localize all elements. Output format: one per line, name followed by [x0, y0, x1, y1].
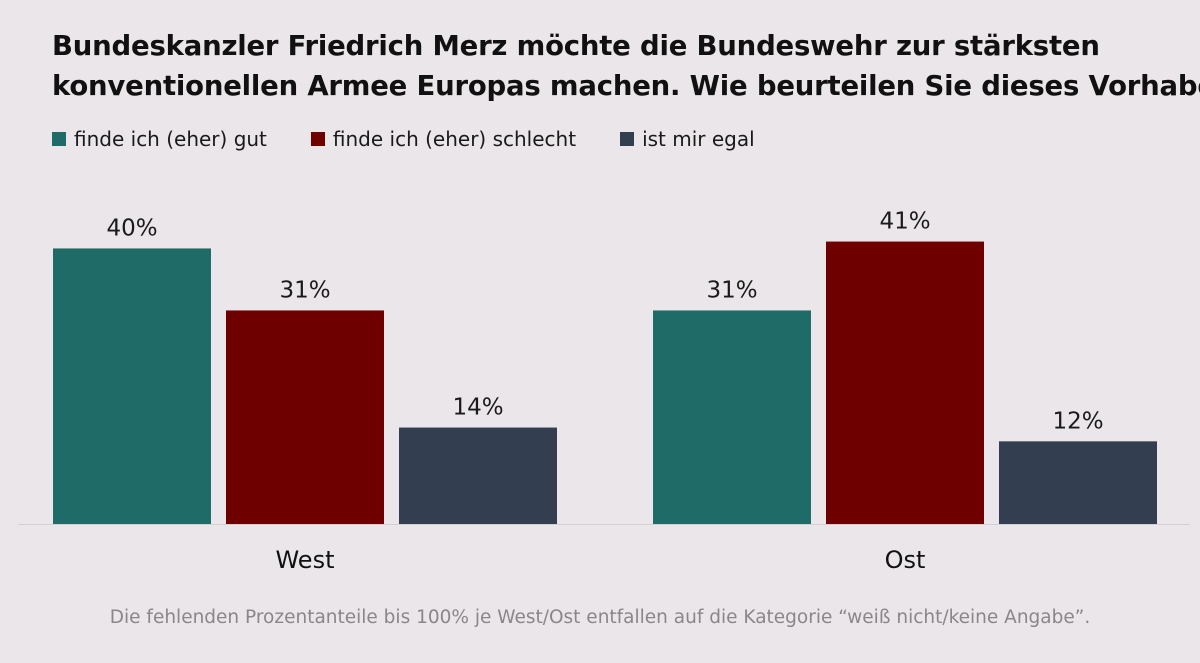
- legend-swatch-gut: [52, 132, 66, 146]
- chart-title-line-1: Bundeskanzler Friedrich Merz möchte die …: [52, 30, 1100, 62]
- bar-label-west-schlecht: 31%: [279, 277, 330, 303]
- bar-label-ost-gut: 31%: [706, 277, 757, 303]
- bar-label-west-egal: 14%: [452, 395, 503, 421]
- chart-title-line-2: konventionellen Armee Europas machen. Wi…: [52, 70, 1200, 102]
- bar-west-gut: [53, 248, 211, 524]
- legend-swatch-egal: [620, 132, 635, 146]
- bar-west-egal: [399, 427, 557, 524]
- bar-ost-egal: [999, 441, 1157, 524]
- legend-label-schlecht: finde ich (eher) schlecht: [332, 127, 577, 151]
- bar-label-west-gut: 40%: [106, 215, 157, 241]
- bar-ost-schlecht: [826, 241, 984, 525]
- bar-west-schlecht: [226, 310, 384, 524]
- legend-item-egal: ist mir egal: [620, 127, 755, 151]
- legend-item-schlecht: finde ich (eher) schlecht: [310, 127, 577, 151]
- bar-label-ost-schlecht: 41%: [879, 209, 930, 235]
- bar-label-ost-egal: 12%: [1052, 408, 1103, 434]
- legend-label-gut: finde ich (eher) gut: [74, 127, 267, 151]
- legend-label-egal: ist mir egal: [642, 127, 755, 151]
- category-label-west: West: [275, 546, 334, 574]
- legend-swatch-schlecht: [310, 132, 325, 146]
- chart-title: Bundeskanzler Friedrich Merz möchte die …: [52, 26, 1200, 106]
- bar-ost-gut: [653, 310, 811, 524]
- chart-legend: finde ich (eher) gut finde ich (eher) sc…: [52, 124, 799, 154]
- category-label-ost: Ost: [885, 546, 926, 574]
- legend-item-gut: finde ich (eher) gut: [52, 127, 267, 151]
- chart-footnote: Die fehlenden Prozentanteile bis 100% je…: [109, 607, 1091, 628]
